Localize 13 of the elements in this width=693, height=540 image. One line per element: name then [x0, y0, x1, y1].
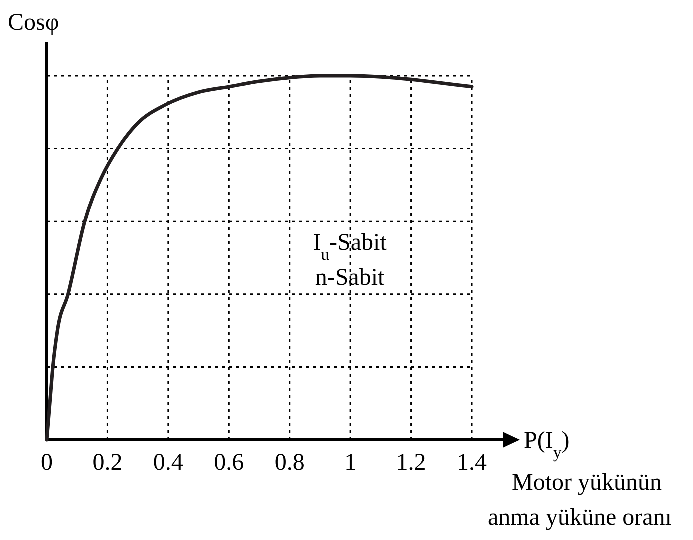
- x-tick-label: 0.8: [274, 450, 305, 476]
- text: Motor yükünün anma yüküne oranı: [488, 470, 672, 531]
- x-tick-label: 0.2: [92, 450, 123, 476]
- x-tick-label: 0: [41, 450, 53, 476]
- x-tick-label: 0.6: [214, 450, 244, 476]
- x-tick-label: 1.2: [396, 450, 426, 476]
- x-axis-title: P(I$_{y}$): [524, 428, 570, 462]
- x-tick-label: 0.4: [153, 450, 184, 476]
- annotation: I$_{u}$-Sabit: [313, 230, 388, 264]
- x-tick-label: 1: [344, 450, 357, 476]
- x-tick-label: 1.4: [457, 450, 487, 476]
- annotation: n-Sabit: [315, 265, 385, 291]
- y-axis-title: Cosφ: [8, 10, 60, 36]
